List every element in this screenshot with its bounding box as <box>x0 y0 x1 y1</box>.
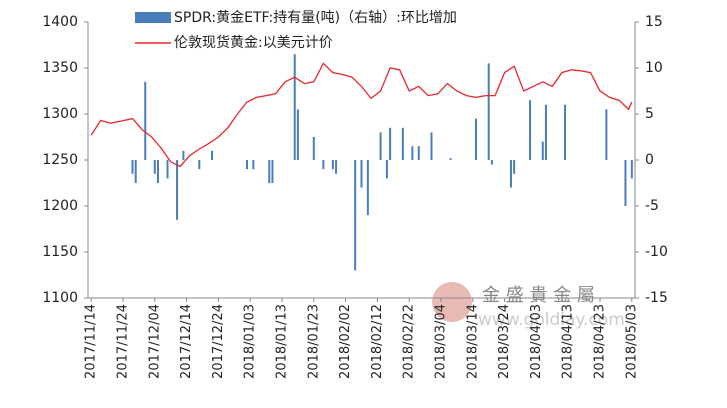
y-tick-label: 1300 <box>42 106 78 122</box>
bar <box>198 160 201 170</box>
bar <box>293 54 296 161</box>
bar <box>366 160 369 216</box>
bar <box>509 160 512 188</box>
bar <box>544 104 547 160</box>
y2-tick-label: -15 <box>645 290 668 306</box>
x-tick-label: 2018/04/03 <box>529 304 544 379</box>
y-tick-label: 1100 <box>42 290 78 306</box>
x-tick-label: 2017/11/24 <box>115 304 130 379</box>
bar <box>430 132 433 160</box>
x-tick-label: 2018/01/03 <box>243 304 258 379</box>
bar <box>411 146 414 160</box>
bar <box>487 63 490 160</box>
bar <box>513 160 516 174</box>
legend-swatch <box>135 12 171 23</box>
legend-label: SPDR:黄金ETF:持有量(吨)（右轴）:环比增加 <box>174 9 457 26</box>
bar <box>630 160 633 179</box>
bar <box>211 150 214 160</box>
bar <box>252 160 255 170</box>
x-tick-label: 2018/05/03 <box>624 304 639 379</box>
y2-tick-label: -5 <box>645 198 659 214</box>
bar <box>389 127 392 160</box>
bar <box>335 160 338 174</box>
bar <box>271 160 274 183</box>
bar <box>331 160 334 170</box>
bar <box>449 158 452 160</box>
y-tick-label: 1200 <box>42 198 78 214</box>
bar <box>134 160 137 183</box>
bar <box>268 160 271 183</box>
x-tick-label: 2017/12/14 <box>179 304 194 379</box>
line <box>90 62 633 168</box>
bar <box>360 160 363 188</box>
x-tick-label: 2018/01/13 <box>274 304 289 379</box>
x-tick-label: 2018/04/13 <box>561 304 576 379</box>
bar <box>490 160 493 165</box>
bar <box>131 160 134 174</box>
bar <box>624 160 627 206</box>
x-tick-label: 2018/03/04 <box>434 304 449 379</box>
x-tick-label: 2018/04/23 <box>593 304 608 379</box>
y2-tick-label: 10 <box>645 60 663 76</box>
x-tick-label: 2018/03/14 <box>465 304 480 379</box>
bar <box>417 146 420 160</box>
y-tick-label: 1350 <box>42 60 78 76</box>
y2-tick-label: 15 <box>645 14 663 30</box>
legend-label: 伦敦现货黄金:以美元计价 <box>174 34 333 51</box>
bar <box>354 160 357 271</box>
x-tick-label: 2018/02/02 <box>338 304 353 379</box>
y-tick-label: 1400 <box>42 14 78 30</box>
watermark-logo <box>432 282 472 322</box>
bar <box>401 127 404 160</box>
bar <box>322 160 325 170</box>
bar <box>246 160 249 170</box>
y2-tick-label: -10 <box>645 244 668 260</box>
bar <box>541 141 544 160</box>
bar <box>385 160 388 179</box>
x-tick-label: 2017/12/24 <box>211 304 226 379</box>
watermark: www.goldlay.com <box>478 310 625 330</box>
x-tick-label: 2017/11/14 <box>84 304 99 379</box>
x-tick-label: 2018/02/12 <box>370 304 385 379</box>
bar <box>144 81 147 160</box>
bar <box>296 109 299 160</box>
bar <box>564 104 567 160</box>
bar <box>182 150 185 160</box>
bar <box>605 109 608 160</box>
y-tick-label: 1250 <box>42 152 78 168</box>
bar <box>153 160 156 174</box>
y2-tick-label: 0 <box>645 152 654 168</box>
y2-tick-label: 5 <box>645 106 654 122</box>
bar <box>166 160 169 179</box>
x-tick-label: 2018/01/23 <box>306 304 321 379</box>
bar <box>529 100 532 160</box>
watermark: 金 盛 貴 金 屬 <box>482 285 595 306</box>
bar <box>312 137 315 160</box>
x-tick-label: 2018/02/22 <box>402 304 417 379</box>
y-tick-label: 1150 <box>42 244 78 260</box>
bar <box>176 160 179 220</box>
bar <box>156 160 159 183</box>
bar <box>474 118 477 160</box>
bar <box>379 132 382 160</box>
x-tick-label: 2018/03/24 <box>497 304 512 379</box>
x-tick-label: 2017/12/04 <box>147 304 162 379</box>
